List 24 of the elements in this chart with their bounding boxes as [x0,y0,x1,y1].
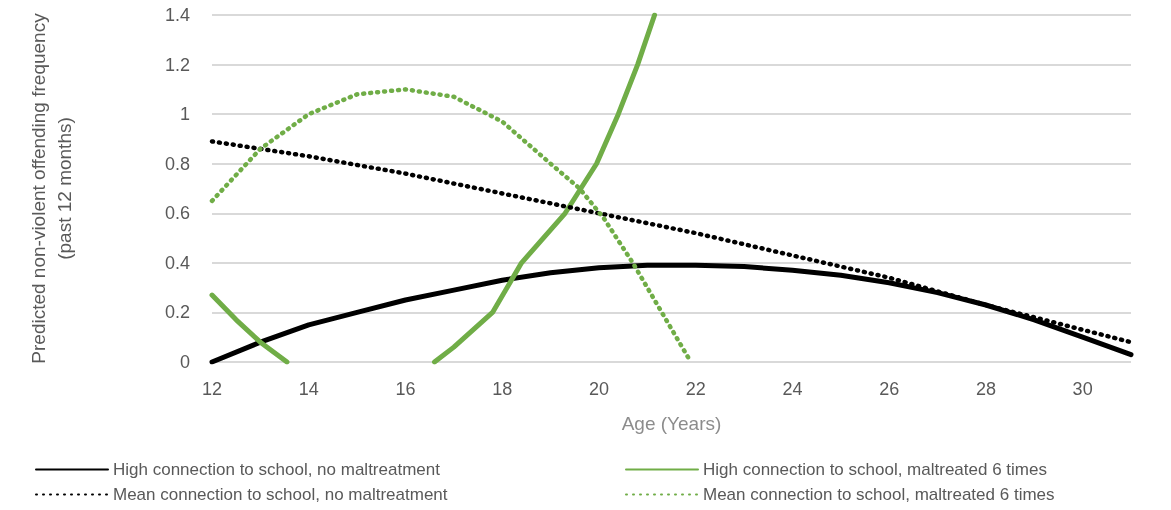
y-tick-label: 0.2 [164,302,190,323]
x-tick-label: 22 [685,379,706,399]
y-tick-label: 0.6 [164,203,190,224]
x-tick-label: 12 [201,379,223,399]
y-tick-label: 0.4 [164,252,190,273]
x-tick-label: 28 [975,379,996,399]
y-tick-label: 1 [179,104,190,125]
legend-label: High connection to school, maltreated 6 times [703,460,1047,479]
y-axis-title: Predicted non-violent offending frequency (past 12 months) [27,12,75,364]
x-tick-label: 16 [395,379,416,399]
legend-label: High connection to school, no maltreatment [113,460,441,479]
x-tick-label: 24 [782,379,803,399]
y-tick-label: 0.8 [164,153,190,174]
legend-label: Mean connection to school, no maltreatment [113,485,448,504]
y-tick-label: 1.2 [164,54,190,75]
x-axis-title: Age (Years) [621,413,722,434]
x-tick-label: 20 [588,379,609,399]
y-tick-label: 0 [179,352,190,372]
x-tick-label: 18 [492,379,513,399]
x-tick-label: 30 [1072,379,1093,399]
x-tick-label: 26 [879,379,900,399]
legend-label: Mean connection to school, maltreated 6 times [703,485,1055,504]
y-tick-label: 1.4 [164,5,190,25]
x-tick-label: 14 [298,379,319,399]
